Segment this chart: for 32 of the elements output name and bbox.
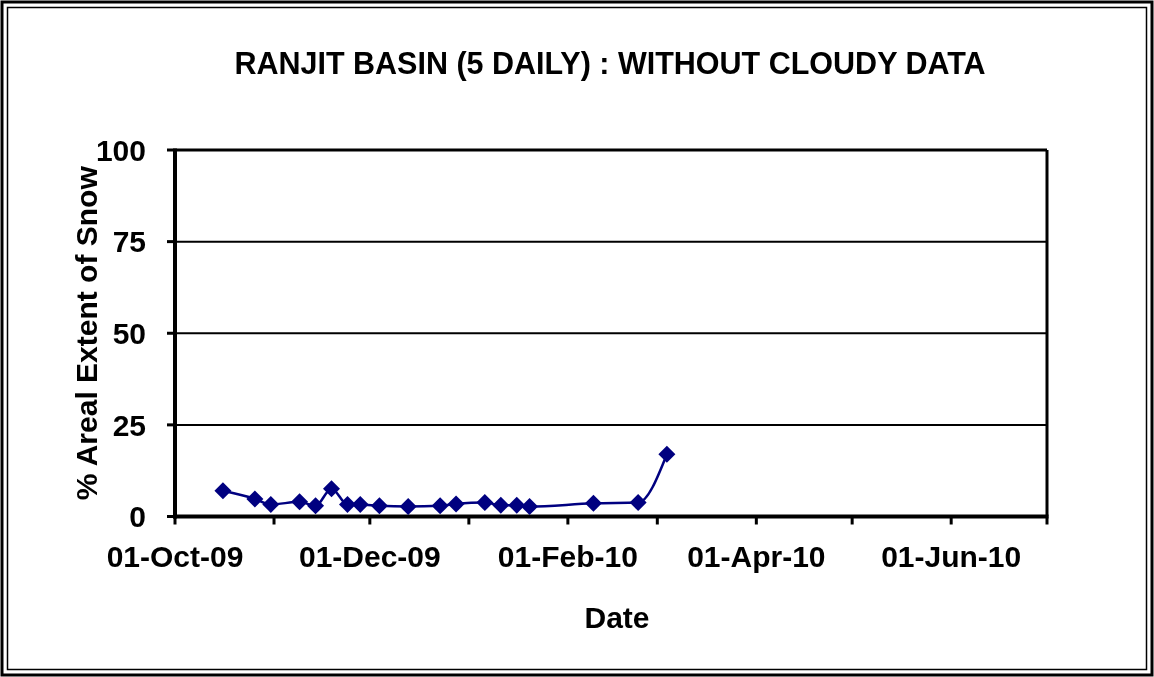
point <box>246 490 264 508</box>
y-tick-label: 75 <box>112 225 146 259</box>
y-tick-label: 0 <box>129 500 146 534</box>
point <box>584 494 602 512</box>
point <box>214 482 232 500</box>
point <box>658 445 676 463</box>
x-tick-label: 01-Feb-10 <box>497 540 638 573</box>
point <box>476 494 494 512</box>
point <box>447 495 465 513</box>
x-axis-title: Date <box>584 601 650 634</box>
point <box>323 480 341 498</box>
x-tick-label: 01-Oct-09 <box>106 540 244 573</box>
point <box>629 494 647 512</box>
x-tick-label: 01-Jun-10 <box>881 540 1022 573</box>
point <box>338 495 356 513</box>
y-axis-title: % Areal Extent of Snow <box>70 165 103 501</box>
point <box>521 498 539 516</box>
x-tick-label: 01-Dec-09 <box>298 540 441 573</box>
point <box>370 497 388 515</box>
x-tick-label: 01-Apr-10 <box>687 540 826 573</box>
point <box>307 497 325 515</box>
point <box>291 493 309 511</box>
point <box>492 496 510 514</box>
chart-title: RANJIT BASIN (5 DAILY) : WITHOUT CLOUDY DATA <box>234 46 986 81</box>
point <box>508 496 526 514</box>
point <box>351 495 369 513</box>
point <box>262 495 280 513</box>
point <box>431 497 449 515</box>
y-tick-label: 25 <box>112 408 146 442</box>
y-tick-label: 50 <box>112 317 146 351</box>
y-tick-label: 100 <box>95 133 146 167</box>
point <box>399 498 417 516</box>
